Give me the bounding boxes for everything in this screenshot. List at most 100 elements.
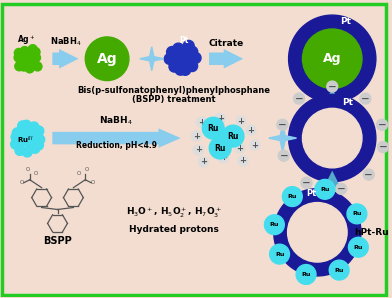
Text: Ru: Ru <box>301 272 311 277</box>
Circle shape <box>265 215 284 235</box>
Circle shape <box>85 37 129 80</box>
Text: Ag: Ag <box>323 52 341 65</box>
Text: NaBH$_4$: NaBH$_4$ <box>99 115 133 127</box>
Text: +: + <box>200 157 207 166</box>
Circle shape <box>348 237 368 257</box>
Text: Ru: Ru <box>214 144 226 153</box>
Text: O: O <box>85 167 89 172</box>
Circle shape <box>164 53 175 64</box>
Circle shape <box>21 59 30 68</box>
Circle shape <box>15 145 25 155</box>
Circle shape <box>187 46 198 57</box>
Circle shape <box>289 15 376 103</box>
Text: +: + <box>193 132 200 141</box>
Circle shape <box>22 147 32 157</box>
Circle shape <box>29 122 39 132</box>
Circle shape <box>21 120 31 130</box>
Text: +: + <box>238 117 245 126</box>
Text: O: O <box>25 167 30 172</box>
Circle shape <box>29 53 37 62</box>
Circle shape <box>294 93 305 104</box>
Circle shape <box>35 135 45 145</box>
Circle shape <box>24 128 34 138</box>
Circle shape <box>191 131 201 141</box>
Circle shape <box>250 140 260 150</box>
Text: Ru: Ru <box>275 252 284 257</box>
Text: Ag: Ag <box>97 52 118 66</box>
Circle shape <box>190 52 201 63</box>
Circle shape <box>28 45 37 54</box>
Circle shape <box>231 129 241 139</box>
Circle shape <box>277 119 288 130</box>
Circle shape <box>282 187 302 207</box>
Circle shape <box>198 157 208 167</box>
Circle shape <box>329 260 349 280</box>
Circle shape <box>19 136 29 146</box>
Circle shape <box>222 125 244 147</box>
Text: Bis(p-sulfonatophenyl)phenylphosphane: Bis(p-sulfonatophenyl)phenylphosphane <box>77 86 270 95</box>
Text: Ru$^{III}$: Ru$^{III}$ <box>18 134 34 146</box>
Circle shape <box>24 138 34 148</box>
Circle shape <box>12 128 22 138</box>
Circle shape <box>167 46 178 58</box>
Text: +: + <box>251 141 258 150</box>
Circle shape <box>347 204 367 224</box>
Circle shape <box>34 126 44 136</box>
Circle shape <box>360 93 371 104</box>
Text: +: + <box>198 118 205 127</box>
Text: Ag$^+$: Ag$^+$ <box>16 33 35 47</box>
Circle shape <box>25 64 34 73</box>
Text: +: + <box>220 153 227 162</box>
Circle shape <box>270 244 289 264</box>
Text: Ru: Ru <box>270 222 279 227</box>
Circle shape <box>14 53 23 62</box>
Circle shape <box>33 140 44 150</box>
Text: −: − <box>377 120 387 130</box>
Text: Ru: Ru <box>352 211 361 216</box>
Text: −: − <box>279 151 288 161</box>
Circle shape <box>274 189 361 276</box>
Circle shape <box>30 143 40 153</box>
Circle shape <box>278 150 289 161</box>
Circle shape <box>246 125 256 135</box>
Text: −: − <box>379 142 387 152</box>
Circle shape <box>175 64 186 75</box>
Circle shape <box>208 126 218 136</box>
Circle shape <box>19 62 28 71</box>
Circle shape <box>202 117 224 139</box>
Text: BSPP: BSPP <box>43 236 72 246</box>
Text: +: + <box>232 130 240 139</box>
Polygon shape <box>269 124 296 152</box>
Circle shape <box>363 169 374 180</box>
Text: Ru: Ru <box>207 124 219 133</box>
Text: Pt: Pt <box>179 36 188 45</box>
Circle shape <box>15 62 24 71</box>
Text: −: − <box>302 178 311 188</box>
Circle shape <box>31 53 40 62</box>
Circle shape <box>15 49 23 58</box>
Circle shape <box>218 153 228 163</box>
Circle shape <box>31 48 40 57</box>
Text: +: + <box>195 145 202 154</box>
Circle shape <box>173 53 184 64</box>
Circle shape <box>301 177 312 188</box>
Text: Pt: Pt <box>343 98 354 107</box>
Text: −: − <box>337 184 346 194</box>
Circle shape <box>236 116 246 126</box>
Circle shape <box>22 51 31 60</box>
Text: +: + <box>210 127 217 136</box>
Circle shape <box>18 121 27 131</box>
Polygon shape <box>140 47 163 71</box>
Circle shape <box>238 156 248 166</box>
Circle shape <box>183 53 194 64</box>
Circle shape <box>215 113 225 123</box>
Text: Ru: Ru <box>227 132 239 141</box>
Text: +: + <box>247 126 254 135</box>
Circle shape <box>196 117 206 127</box>
Circle shape <box>28 133 38 143</box>
Text: hPt-Ru: hPt-Ru <box>355 228 389 237</box>
Circle shape <box>213 141 223 151</box>
Circle shape <box>209 137 231 159</box>
Text: Ru: Ru <box>334 268 344 273</box>
Circle shape <box>11 139 20 149</box>
